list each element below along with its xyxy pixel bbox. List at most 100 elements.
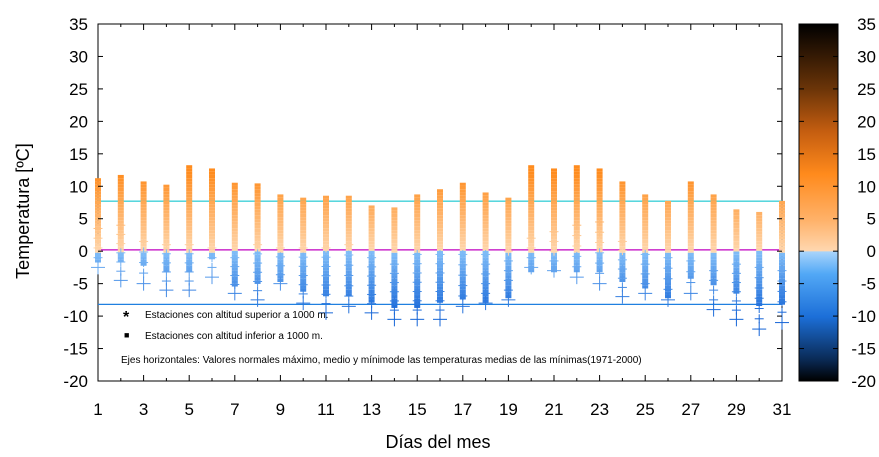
- station-marker: [505, 217, 512, 221]
- station-marker: [186, 223, 193, 227]
- station-marker: [231, 237, 238, 242]
- high-station-marker: [569, 270, 584, 285]
- station-marker: [323, 218, 329, 222]
- colorbar: [798, 23, 839, 382]
- station-marker: [117, 217, 124, 221]
- station-marker: [323, 224, 329, 229]
- high-station-marker: [617, 273, 627, 283]
- station-marker: [186, 226, 193, 231]
- station-marker: [687, 204, 694, 208]
- station-marker: [391, 223, 398, 227]
- high-station-marker: [731, 296, 741, 306]
- high-station-marker: [93, 233, 103, 243]
- station-marker: [528, 191, 535, 195]
- station-marker: [779, 213, 785, 218]
- station-marker: [459, 289, 466, 294]
- station-marker: [596, 197, 603, 201]
- station-marker: [596, 256, 603, 260]
- station-marker: [209, 217, 215, 221]
- station-marker: [642, 243, 649, 247]
- high-station-marker: [93, 223, 103, 233]
- station-marker: [95, 220, 101, 224]
- station-marker: [665, 204, 671, 208]
- high-station-marker: [458, 281, 468, 291]
- high-station-marker: [344, 260, 354, 270]
- station-marker: [368, 241, 375, 245]
- station-marker: [117, 207, 124, 211]
- station-marker: [277, 217, 284, 221]
- station-marker: [345, 231, 352, 235]
- station-marker: [665, 246, 671, 250]
- station-marker: [345, 247, 352, 251]
- high-station-marker: [458, 291, 468, 301]
- station-marker: [368, 234, 375, 238]
- x-tick-label: 17: [453, 400, 472, 419]
- station-marker: [186, 181, 193, 185]
- station-marker: [254, 209, 261, 213]
- station-marker: [231, 189, 238, 193]
- station-marker: [551, 213, 557, 218]
- station-marker: [551, 174, 557, 179]
- day-column: [524, 165, 539, 275]
- station-marker: [687, 210, 694, 214]
- station-marker: [619, 207, 626, 211]
- station-marker: [756, 250, 763, 255]
- station-marker: [323, 221, 329, 225]
- high-station-marker: [686, 267, 696, 277]
- station-marker: [528, 178, 535, 182]
- station-marker: [323, 205, 329, 209]
- station-marker: [368, 231, 375, 235]
- station-marker: [779, 262, 785, 266]
- station-marker: [368, 208, 375, 212]
- station-marker: [573, 259, 580, 263]
- high-station-marker: [526, 243, 536, 253]
- station-marker: [209, 191, 215, 195]
- station-marker: [779, 256, 785, 260]
- station-marker: [482, 224, 489, 229]
- station-marker: [687, 226, 694, 231]
- station-marker: [505, 207, 512, 211]
- high-station-marker: [435, 268, 445, 278]
- station-marker: [254, 219, 261, 223]
- high-station-marker: [777, 286, 787, 296]
- day-column: [159, 184, 174, 298]
- station-marker: [710, 220, 717, 224]
- y-tick-label: 15: [69, 145, 88, 164]
- station-marker: [710, 239, 717, 244]
- station-marker: [254, 215, 261, 220]
- station-marker: [528, 168, 535, 172]
- station-marker: [300, 207, 307, 211]
- high-station-marker: [754, 273, 764, 283]
- station-marker: [209, 168, 215, 172]
- station-marker: [687, 191, 694, 195]
- station-marker: [414, 223, 421, 227]
- station-marker: [209, 197, 215, 201]
- station-marker: [140, 200, 147, 205]
- station-marker: [254, 238, 261, 242]
- high-station-marker: [615, 289, 630, 304]
- colorbar-tick-label: 25: [857, 80, 876, 99]
- station-marker: [391, 230, 398, 234]
- station-marker: [186, 220, 193, 224]
- high-station-marker: [731, 287, 741, 297]
- station-marker: [254, 199, 261, 203]
- station-marker: [779, 246, 785, 250]
- day-column: [455, 182, 470, 314]
- high-station-marker: [640, 269, 650, 279]
- station-marker: [345, 218, 352, 222]
- high-station-marker: [435, 287, 445, 297]
- station-marker: [209, 239, 215, 244]
- y-axis-title: Temperatura [ºC]: [13, 143, 33, 279]
- station-marker: [756, 234, 763, 238]
- high-station-marker: [161, 240, 171, 250]
- colorbar-tick-label: 15: [857, 145, 876, 164]
- station-marker: [186, 168, 193, 172]
- station-marker: [733, 215, 740, 220]
- day-column: [296, 197, 311, 311]
- station-marker: [117, 184, 124, 188]
- high-station-marker: [319, 305, 333, 320]
- station-marker: [368, 228, 375, 232]
- station-marker: [437, 247, 443, 251]
- station-marker: [573, 174, 580, 179]
- station-marker: [140, 197, 147, 201]
